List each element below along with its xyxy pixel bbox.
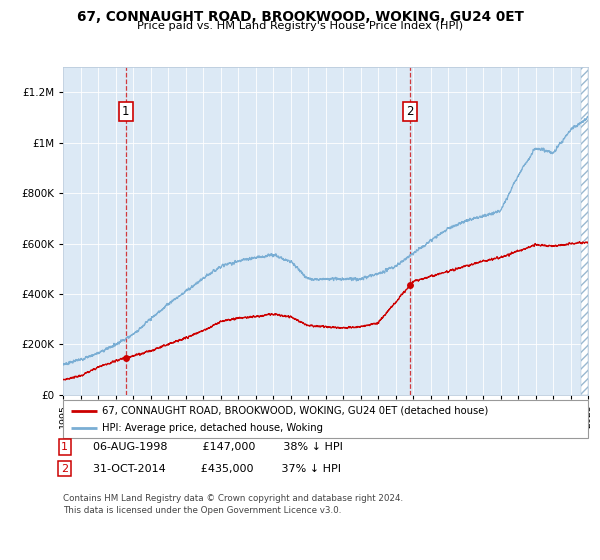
Text: 1: 1 <box>122 105 130 118</box>
Text: 67, CONNAUGHT ROAD, BROOKWOOD, WOKING, GU24 0ET (detached house): 67, CONNAUGHT ROAD, BROOKWOOD, WOKING, G… <box>103 405 488 416</box>
Text: 67, CONNAUGHT ROAD, BROOKWOOD, WOKING, GU24 0ET: 67, CONNAUGHT ROAD, BROOKWOOD, WOKING, G… <box>77 10 523 24</box>
Text: 06-AUG-1998          £147,000        38% ↓ HPI: 06-AUG-1998 £147,000 38% ↓ HPI <box>93 442 343 452</box>
Bar <box>581 67 588 395</box>
Text: Price paid vs. HM Land Registry's House Price Index (HPI): Price paid vs. HM Land Registry's House … <box>137 21 463 31</box>
Text: 1: 1 <box>61 442 68 452</box>
Text: Contains HM Land Registry data © Crown copyright and database right 2024.
This d: Contains HM Land Registry data © Crown c… <box>63 494 403 515</box>
Text: 2: 2 <box>406 105 414 118</box>
Text: HPI: Average price, detached house, Woking: HPI: Average price, detached house, Woki… <box>103 423 323 433</box>
Text: 31-OCT-2014          £435,000        37% ↓ HPI: 31-OCT-2014 £435,000 37% ↓ HPI <box>93 464 341 474</box>
Text: 2: 2 <box>61 464 68 474</box>
